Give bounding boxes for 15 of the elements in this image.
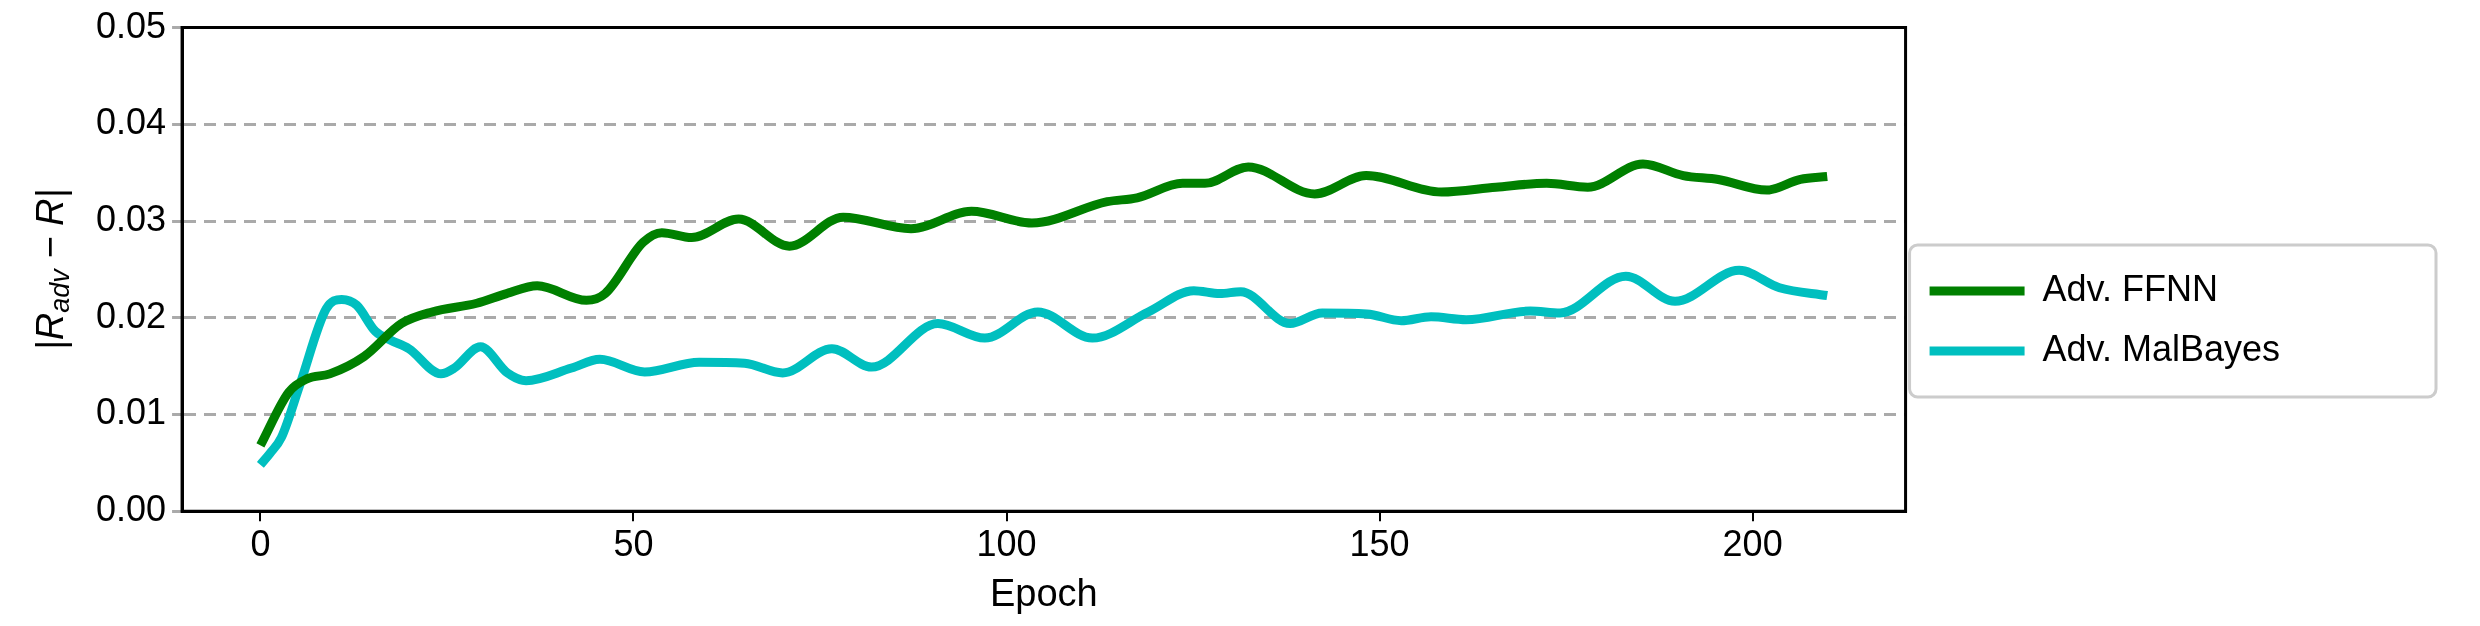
y-tick-label: 0.04: [95, 101, 167, 143]
x-tick-label: 100: [976, 522, 1037, 564]
y-tick-label: 0.00: [95, 488, 167, 530]
y-axis-title: |Radv − R|: [28, 188, 76, 351]
x-tick-label: 0: [250, 522, 271, 564]
x-axis-title: Epoch: [989, 571, 1098, 614]
legend-label: Adv. MalBayes: [2042, 327, 2281, 369]
y-tick-label: 0.02: [95, 294, 167, 336]
x-tick-label: 50: [613, 522, 654, 564]
y-tick-label: 0.03: [95, 197, 167, 239]
x-tick-label: 200: [1722, 522, 1783, 564]
y-tick-label: 0.01: [95, 391, 167, 433]
y-tick-label: 0.05: [95, 4, 167, 46]
x-tick-label: 150: [1349, 522, 1410, 564]
legend-label: Adv. FFNN: [2042, 267, 2218, 309]
